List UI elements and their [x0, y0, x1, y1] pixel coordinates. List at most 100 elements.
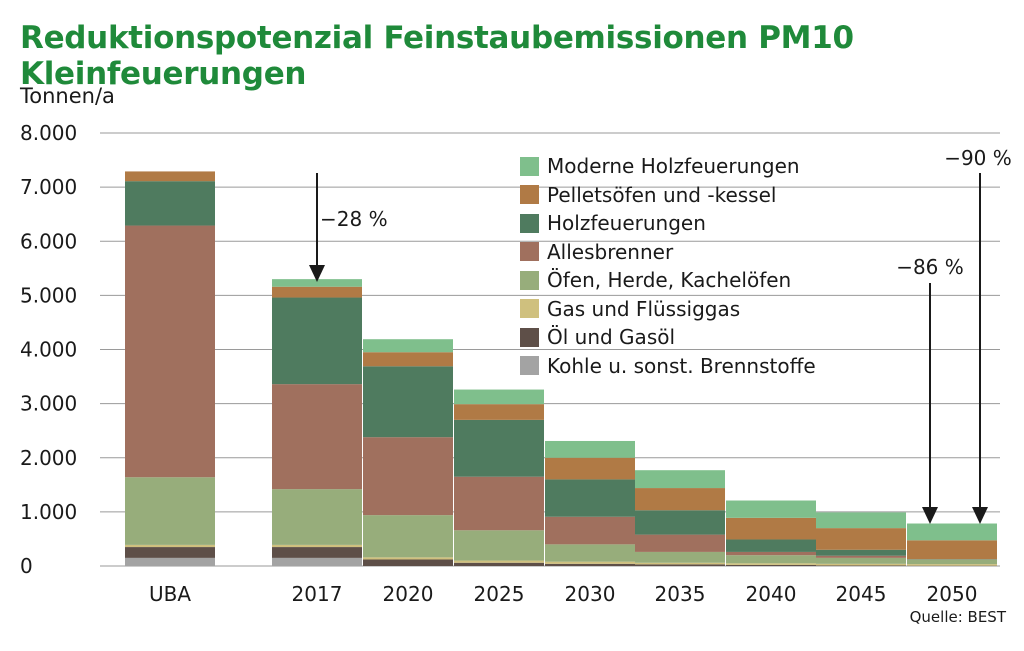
bar-segment: [454, 476, 544, 531]
legend-swatch: [520, 156, 539, 176]
bar-segment: [907, 564, 997, 566]
legend-label: Öl und Gasöl: [547, 325, 676, 350]
bar-segment: [726, 551, 816, 556]
bar-segment: [816, 565, 906, 566]
y-tick-label: 3.000: [20, 392, 77, 416]
x-tick-label: 2040: [746, 582, 797, 606]
bar-segment: [816, 563, 906, 566]
bar-segment: [816, 557, 906, 564]
x-tick-label: UBA: [149, 582, 191, 606]
x-tick-label: 2025: [474, 582, 525, 606]
bar-segment: [635, 470, 725, 489]
bar-segment: [363, 515, 453, 558]
y-tick-label: 6.000: [20, 229, 77, 253]
bar-segment: [272, 279, 362, 287]
y-tick-label: 1.000: [20, 500, 77, 524]
bar-segment: [454, 562, 544, 566]
bar-segment: [272, 384, 362, 490]
bar-segment: [454, 530, 544, 561]
x-axis-ticks: UBA 2017 2020 2025 2030 2035 2040 2045 2050: [149, 582, 977, 606]
bar-segment: [272, 544, 362, 548]
bar-segment: [272, 489, 362, 545]
bar-segment: [907, 559, 997, 565]
bar-segment: [272, 547, 362, 558]
bar-segment: [125, 557, 215, 566]
bar-segment: [363, 352, 453, 367]
bar-segment: [726, 517, 816, 540]
bar-segment: [726, 500, 816, 518]
bar-segment: [816, 528, 906, 550]
bar-segment: [635, 488, 725, 511]
bar-stacks: [125, 171, 997, 566]
x-tick-label: 2017: [292, 582, 343, 606]
bar-segment: [125, 477, 215, 545]
legend-label: Holzfeuerungen: [547, 211, 706, 236]
bar-segment: [545, 561, 635, 564]
legend-item: Pelletsöfen und -kessel: [520, 181, 816, 210]
bar-segment: [907, 523, 997, 541]
bar-segment: [363, 339, 453, 353]
y-tick-label: 2.000: [20, 446, 77, 470]
bar-segment: [907, 559, 997, 560]
bar-segment: [635, 510, 725, 535]
legend-item: Gas und Flüssiggas: [520, 295, 816, 324]
legend-swatch: [520, 185, 539, 205]
bar-segment: [545, 457, 635, 480]
legend-swatch: [520, 242, 539, 262]
bar-segment: [363, 437, 453, 516]
x-tick-label: 2045: [836, 582, 887, 606]
bar-segment: [363, 366, 453, 438]
bar-segment: [272, 557, 362, 566]
annotation-arrowhead: [972, 507, 988, 524]
annotation-arrowhead: [309, 265, 325, 282]
legend-item: Moderne Holzfeuerungen: [520, 152, 816, 181]
x-tick-label: 2020: [383, 582, 434, 606]
bar-segment: [635, 562, 725, 565]
bar-segment: [726, 564, 816, 566]
annotation-arrowhead: [922, 507, 938, 524]
legend-swatch: [520, 213, 539, 233]
bar-segment: [454, 404, 544, 420]
x-tick-label: 2030: [565, 582, 616, 606]
bar-segment: [454, 419, 544, 477]
legend-swatch: [520, 270, 539, 290]
bar-segment: [272, 297, 362, 385]
source-note: Quelle: BEST: [909, 608, 1006, 626]
y-tick-label: 8.000: [20, 121, 77, 145]
legend-label: Öfen, Herde, Kachelöfen: [547, 268, 792, 293]
legend-swatch: [520, 327, 539, 347]
bar-segment: [545, 563, 635, 566]
legend-label: Gas und Flüssiggas: [547, 296, 741, 321]
bar-segment: [816, 549, 906, 556]
bar-segment: [363, 557, 453, 560]
bar-segment: [272, 286, 362, 298]
x-tick-label: 2050: [927, 582, 978, 606]
legend-item: Allesbrenner: [520, 238, 816, 267]
annotation-label: −90 %: [944, 146, 1012, 170]
legend-swatch: [520, 299, 539, 319]
bar-segment: [726, 555, 816, 564]
legend-label: Allesbrenner: [547, 239, 674, 264]
legend: Moderne Holzfeuerungen Pelletsöfen und -k…: [520, 152, 816, 380]
bar-segment: [816, 555, 906, 558]
bar-segment: [907, 540, 997, 560]
bar-segment: [125, 547, 215, 558]
legend-item: Öfen, Herde, Kachelöfen: [520, 266, 816, 295]
legend-label: Pelletsöfen und -kessel: [547, 182, 777, 207]
bar-segment: [125, 544, 215, 548]
bar-segment: [545, 516, 635, 545]
legend-swatch: [520, 356, 539, 376]
bar-segment: [125, 171, 215, 182]
annotation-label: −28 %: [320, 207, 388, 231]
y-axis-unit-label: Tonnen/a: [20, 84, 115, 108]
legend-label: Moderne Holzfeuerungen: [547, 154, 800, 179]
bar-segment: [454, 389, 544, 405]
chart-title: Reduktionspotenzial Feinstaubemissionen …: [20, 20, 854, 92]
annotation-label: −86 %: [896, 255, 964, 279]
bar-segment: [125, 225, 215, 478]
bar-segment: [635, 534, 725, 552]
bar-segment: [635, 551, 725, 563]
legend-item: Öl und Gasöl: [520, 323, 816, 352]
y-axis-ticks: 0 1.000 2.000 3.000 4.000 5.000 6.000 7.000 8.00…: [20, 121, 77, 578]
